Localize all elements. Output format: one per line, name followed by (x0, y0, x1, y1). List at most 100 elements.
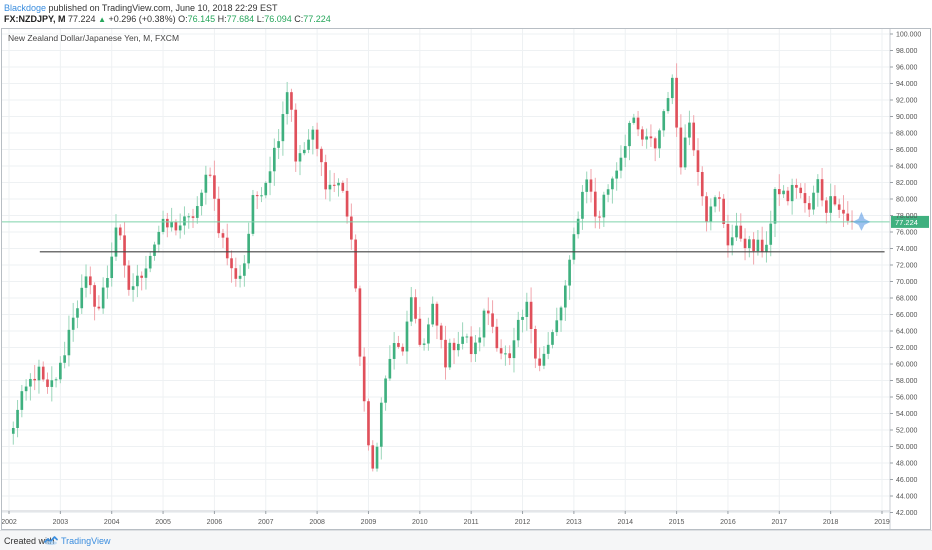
candle-down (350, 216, 353, 240)
candle-down (803, 193, 807, 204)
candle-up (773, 189, 777, 224)
candle-down (401, 346, 405, 352)
candle-up (465, 336, 469, 338)
candle-up (670, 77, 674, 99)
low-value: 76.094 (264, 14, 292, 24)
candle-up (602, 194, 606, 218)
publish-info: Blackdoge published on TradingView.com, … (4, 3, 278, 13)
candle-down (33, 378, 37, 381)
candle-up (251, 195, 255, 234)
candle-up (29, 378, 32, 387)
candle-up (546, 344, 550, 354)
candle-up (264, 182, 268, 196)
price-tick-label: 50.000 (896, 444, 918, 451)
candle-down (174, 221, 178, 231)
open-label: O: (178, 14, 188, 24)
candle-down (213, 175, 216, 199)
price-tick-label: 56.000 (896, 395, 918, 402)
candle-up (645, 136, 648, 140)
candle-down (641, 129, 644, 140)
candle-up (559, 307, 563, 321)
candle-down (653, 138, 657, 149)
candle-up (422, 343, 426, 345)
candle-down (837, 204, 841, 210)
price-tick-label: 92.000 (896, 98, 918, 105)
candle-up (790, 184, 794, 202)
last-price-tag-label: 77.224 (895, 218, 918, 227)
candle-down (127, 265, 131, 290)
candle-up (683, 137, 687, 168)
candle-down (217, 198, 221, 234)
candle-down (345, 190, 349, 217)
time-tick-label: 2017 (772, 519, 788, 526)
candle-up (311, 129, 315, 140)
candle-up (713, 197, 717, 207)
candle-down (324, 162, 328, 190)
time-tick-label: 2011 (464, 519, 479, 526)
candle-up (525, 301, 529, 317)
candle-down (696, 150, 700, 173)
price-chart[interactable]: 77.224 100.000 98.000 96.000 94.000 92.000 90… (2, 29, 930, 529)
cursor-marker-icon (852, 211, 871, 231)
candle-up (298, 153, 302, 162)
candle-up (375, 446, 379, 469)
candle-up (611, 178, 614, 190)
time-tick-label: 2002 (2, 519, 17, 526)
candle-down (529, 301, 533, 329)
symbol-label[interactable]: FX:NZDJPY, M (4, 14, 66, 24)
candle-up (812, 192, 815, 210)
candle-up (516, 319, 520, 341)
time-axis[interactable]: 2002 2003 2004 2005 2006 2007 2008 2009 2010 2011… (2, 510, 890, 526)
candle-up (568, 259, 571, 286)
candle-down (777, 189, 781, 195)
candle-down (491, 313, 494, 327)
time-tick-label: 2013 (566, 519, 582, 526)
price-tick-label: 86.000 (896, 147, 918, 154)
candle-up (101, 287, 105, 309)
candle-up (80, 287, 84, 309)
candle-up (563, 285, 567, 308)
price-tick-label: 60.000 (896, 362, 918, 369)
candle-up (136, 275, 139, 287)
grid-lines (2, 29, 890, 513)
candle-up (384, 378, 387, 403)
author-link[interactable]: Blackdoge (4, 3, 47, 13)
candle-up (688, 122, 691, 138)
candle-up (238, 275, 242, 279)
candle-up (816, 179, 820, 193)
price-axis[interactable]: 100.000 98.000 96.000 94.000 92.000 90.000 88.… (889, 29, 921, 529)
candle-down (807, 203, 811, 210)
candle-up (187, 216, 191, 218)
chart-overlays: 77.224 (2, 211, 929, 253)
price-tick-label: 96.000 (896, 65, 918, 72)
candle-down (332, 184, 336, 186)
time-tick-label: 2009 (361, 519, 377, 526)
chart-panel[interactable]: 77.224 100.000 98.000 96.000 94.000 92.000 90… (1, 28, 931, 530)
candle-down (795, 184, 798, 188)
price-tick-label: 68.000 (896, 296, 918, 303)
candle-up (106, 278, 109, 288)
tradingview-brand[interactable]: TradingView (61, 536, 111, 546)
candle-up (268, 171, 272, 183)
price-tick-label: 54.000 (896, 411, 918, 418)
price-tick-label: 48.000 (896, 461, 918, 468)
price-tick-label: 64.000 (896, 329, 918, 336)
close-value: 77.224 (303, 14, 331, 24)
open-value: 76.145 (187, 14, 216, 24)
candle-down (294, 109, 298, 162)
candle-down (820, 179, 824, 201)
candle-up (427, 324, 430, 344)
price-tick-label: 72.000 (896, 263, 918, 270)
candle-down (679, 127, 683, 168)
candle-up (392, 343, 396, 359)
candle-up (623, 146, 627, 158)
time-tick-label: 2005 (155, 519, 171, 526)
candle-down (589, 179, 593, 192)
up-arrow-icon: ▲ (98, 15, 106, 24)
created-with-text: Created with (4, 536, 55, 546)
candle-up (328, 184, 332, 190)
candle-down (414, 297, 417, 319)
price-tick-label: 88.000 (896, 131, 918, 138)
candle-up (54, 379, 58, 381)
candles (11, 63, 854, 472)
